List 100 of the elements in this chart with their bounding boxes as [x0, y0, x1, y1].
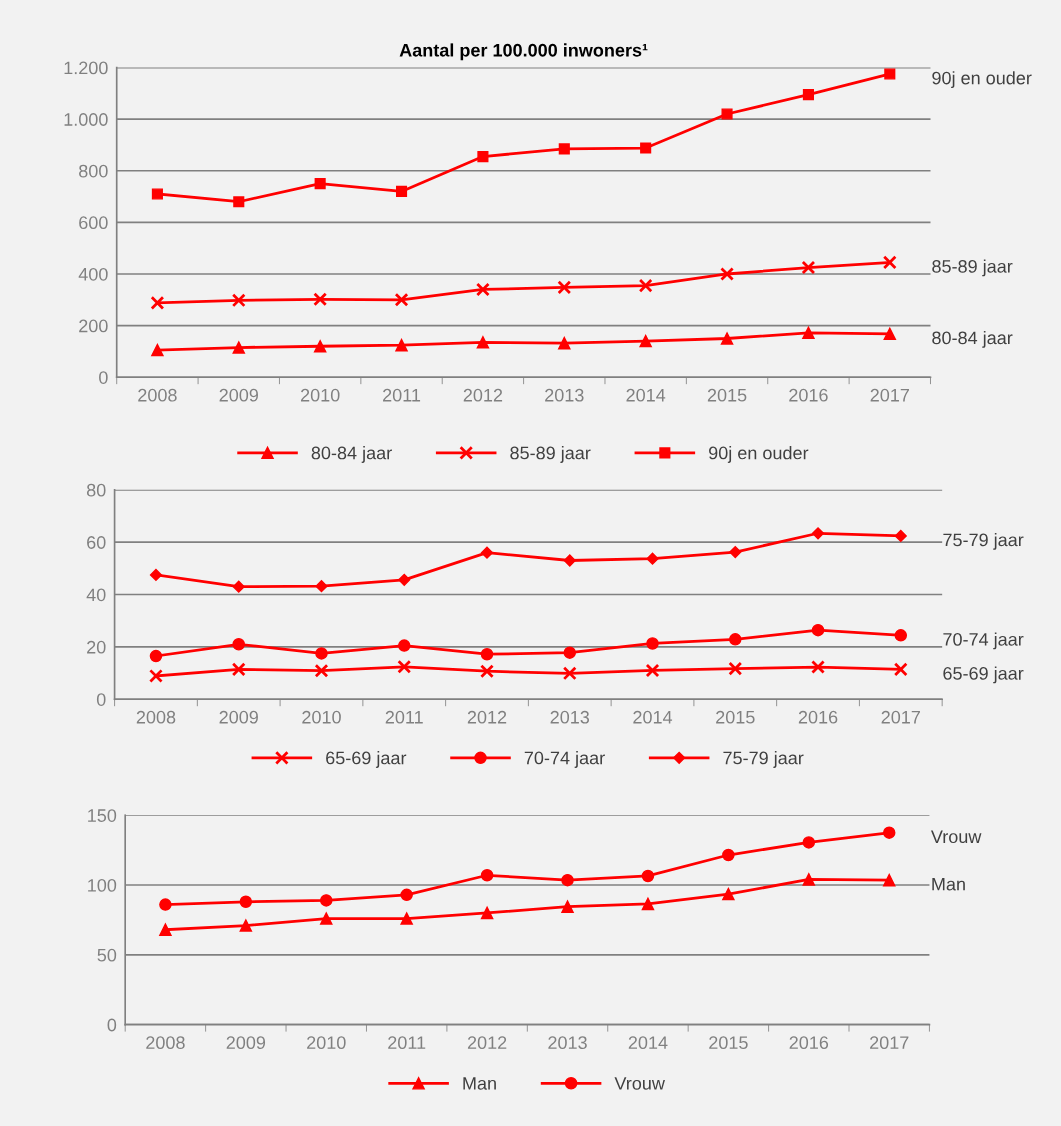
x-tick-label: 2008 [136, 710, 176, 724]
point [639, 334, 652, 348]
point [400, 912, 413, 925]
point [397, 659, 412, 674]
point [313, 339, 327, 353]
x-tick-label: 2012 [467, 1036, 507, 1050]
x-tick-label: 2010 [300, 388, 340, 402]
point [231, 293, 246, 308]
point [811, 527, 825, 540]
x-tick-label: 2014 [633, 710, 673, 724]
x-tick-label: 2016 [789, 388, 828, 402]
point [645, 663, 660, 678]
x-tick-label: 2009 [219, 710, 258, 724]
point [882, 255, 897, 270]
point [558, 336, 571, 350]
y-tick-label: 0 [107, 1018, 117, 1032]
point [722, 887, 735, 901]
annotation: Vrouw [930, 830, 982, 844]
point [802, 89, 814, 101]
x-tick-label: 2010 [307, 1036, 346, 1050]
point [558, 143, 570, 155]
point [395, 185, 408, 197]
point [729, 546, 742, 559]
point [802, 836, 816, 849]
y-tick-label: 0 [99, 371, 108, 384]
y-tick-label: 800 [79, 164, 108, 178]
legend-label: 65-69 jaar [326, 751, 407, 768]
point [159, 923, 172, 936]
point [802, 873, 816, 886]
point [561, 900, 574, 913]
x-tick-label: 2017 [870, 388, 909, 402]
point [811, 660, 825, 674]
x-tick-label: 2015 [709, 1036, 748, 1050]
point [320, 912, 333, 925]
x-tick-label: 2015 [716, 710, 755, 724]
x-tick-label: 2010 [302, 710, 341, 724]
x-tick-label: 2017 [870, 1036, 909, 1050]
x-tick-label: 2008 [138, 388, 177, 402]
point [231, 662, 246, 677]
x-tick-label: 2015 [707, 388, 747, 402]
point [232, 580, 245, 593]
point [563, 646, 577, 659]
point [561, 873, 574, 887]
point [801, 260, 816, 275]
point [563, 554, 576, 567]
point [151, 343, 164, 357]
x-tick-label: 2011 [385, 710, 423, 724]
annotation: 75-79 jaar [943, 533, 1024, 550]
x-tick-label: 2016 [798, 710, 838, 724]
point [320, 894, 333, 907]
x-tick-label: 2009 [226, 1036, 266, 1050]
point [239, 895, 253, 909]
annotation: 70-74 jaar [943, 632, 1024, 650]
x-tick-label: 2013 [548, 1036, 587, 1050]
legend-label: 70-74 jaar [524, 751, 605, 768]
point [475, 282, 490, 297]
legend-label: 75-79 jaar [723, 751, 804, 768]
y-tick-label: 50 [97, 948, 117, 962]
point [398, 573, 411, 586]
x-tick-label: 2012 [463, 388, 503, 402]
point [811, 623, 825, 637]
y-tick-label: 150 [88, 809, 117, 822]
point [480, 869, 494, 882]
annotation: 80-84 jaar [932, 331, 1013, 348]
point [149, 649, 163, 663]
point [394, 292, 409, 307]
point [641, 897, 655, 911]
y-tick-label: 1.000 [64, 113, 108, 126]
x-tick-label: 2017 [881, 710, 920, 724]
point [313, 292, 328, 307]
annotation: 85-89 jaar [932, 259, 1013, 277]
point [882, 873, 896, 887]
point [480, 664, 494, 679]
point [802, 326, 815, 340]
point [894, 629, 908, 642]
x-tick-label: 2014 [626, 388, 666, 402]
point [232, 638, 245, 651]
annotation: 90j en ouder [932, 71, 1032, 88]
point [314, 178, 326, 190]
point [638, 278, 653, 293]
point [477, 151, 489, 163]
y-tick-label: 20 [87, 640, 106, 654]
point [480, 906, 494, 920]
point [883, 327, 897, 341]
legend-label: 80-84 jaar [311, 446, 392, 463]
x-tick-label: 2014 [628, 1036, 668, 1050]
point [641, 869, 655, 883]
point [149, 669, 163, 683]
x-tick-label: 2011 [383, 388, 421, 402]
point [894, 529, 907, 542]
point [159, 898, 172, 911]
point [884, 68, 896, 80]
point [314, 663, 329, 678]
x-tick-label: 2009 [219, 388, 259, 402]
point [150, 295, 165, 310]
point [728, 661, 743, 676]
point [729, 633, 742, 646]
point [893, 662, 908, 677]
y-tick-label: 400 [78, 267, 108, 281]
y-tick-label: 600 [79, 216, 108, 230]
